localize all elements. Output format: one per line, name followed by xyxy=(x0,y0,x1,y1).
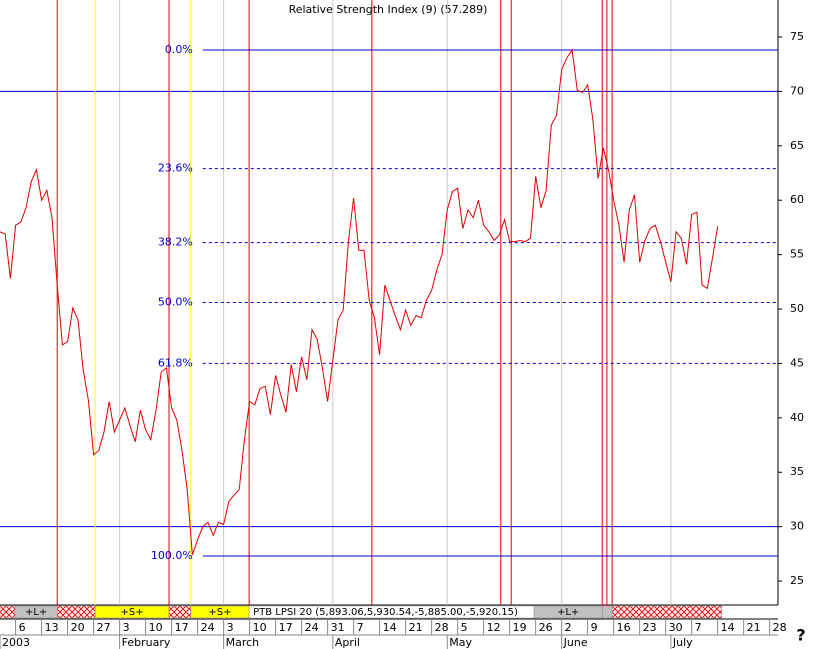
x-tick-label: 28 xyxy=(435,621,449,634)
strip-segment xyxy=(601,605,613,619)
x-tick-label: 24 xyxy=(201,621,215,634)
help-button[interactable]: ? xyxy=(796,626,805,645)
x-tick-label: 26 xyxy=(539,621,553,634)
y-tick-label: 40 xyxy=(790,411,804,424)
x-tick-label: 2 xyxy=(565,621,572,634)
x-tick-label: 14 xyxy=(383,621,397,634)
x-tick-label: 17 xyxy=(175,621,189,634)
x-tick-label: 13 xyxy=(45,621,59,634)
month-label: April xyxy=(335,636,360,649)
x-tick-label: 21 xyxy=(747,621,761,634)
fib-level-label: 100.0% xyxy=(151,549,193,562)
x-tick-label: 17 xyxy=(279,621,293,634)
x-tick-label: 5 xyxy=(461,621,468,634)
chart-title: Relative Strength Index (9) (57.289) xyxy=(289,3,488,16)
x-tick-label: 23 xyxy=(643,621,657,634)
x-tick-label: 27 xyxy=(97,621,111,634)
y-tick-label: 35 xyxy=(790,465,804,478)
y-tick-label: 60 xyxy=(790,193,804,206)
month-label: 2003 xyxy=(2,636,30,649)
x-tick-label: 10 xyxy=(149,621,163,634)
strip-label: +S+ xyxy=(121,607,144,618)
y-tick-label: 45 xyxy=(790,356,804,369)
strip-label: +L+ xyxy=(25,607,47,618)
month-label: May xyxy=(449,636,472,649)
strip-segment xyxy=(0,605,16,619)
fib-level-label: 38.2% xyxy=(158,236,193,249)
strip-segment xyxy=(56,605,96,619)
x-tick-label: 31 xyxy=(331,621,345,634)
x-tick-label: 7 xyxy=(695,621,702,634)
fib-level-label: 50.0% xyxy=(158,296,193,309)
x-tick-label: 30 xyxy=(669,621,683,634)
x-tick-label: 16 xyxy=(617,621,631,634)
fib-level-label: 0.0% xyxy=(165,43,193,56)
x-tick-label: 20 xyxy=(71,621,85,634)
x-tick-label: 14 xyxy=(721,621,735,634)
x-tick-label: 19 xyxy=(513,621,527,634)
y-tick-label: 70 xyxy=(790,84,804,97)
data-line xyxy=(0,48,719,556)
x-tick-label: 3 xyxy=(123,621,130,634)
x-tick-label: 6 xyxy=(19,621,26,634)
strip-segment xyxy=(168,605,192,619)
strip-label: +S+ xyxy=(208,607,231,618)
x-tick-label: 28 xyxy=(773,621,787,634)
y-tick-label: 65 xyxy=(790,139,804,152)
x-tick-label: 21 xyxy=(409,621,423,634)
x-tick-label: 24 xyxy=(305,621,319,634)
x-tick-label: 9 xyxy=(591,621,598,634)
strip-segment xyxy=(611,605,723,619)
y-tick-label: 25 xyxy=(790,574,804,587)
y-tick-label: 75 xyxy=(790,30,804,43)
x-tick-label: 12 xyxy=(487,621,501,634)
month-label: July xyxy=(672,636,693,649)
month-label: February xyxy=(122,636,171,649)
y-tick-label: 50 xyxy=(790,302,804,315)
fib-level-label: 23.6% xyxy=(158,162,193,175)
x-tick-label: 10 xyxy=(253,621,267,634)
x-tick-label: 3 xyxy=(227,621,234,634)
y-tick-label: 55 xyxy=(790,248,804,261)
strip-label: +L+ xyxy=(557,607,579,618)
x-tick-label: 7 xyxy=(357,621,364,634)
month-label: June xyxy=(563,636,588,649)
strip-label: PTB LPSI 20 (5,893.06,5,930.54,-5,885.00… xyxy=(253,607,518,618)
y-tick-label: 30 xyxy=(790,520,804,533)
fib-level-label: 61.8% xyxy=(158,356,193,369)
month-label: March xyxy=(226,636,260,649)
